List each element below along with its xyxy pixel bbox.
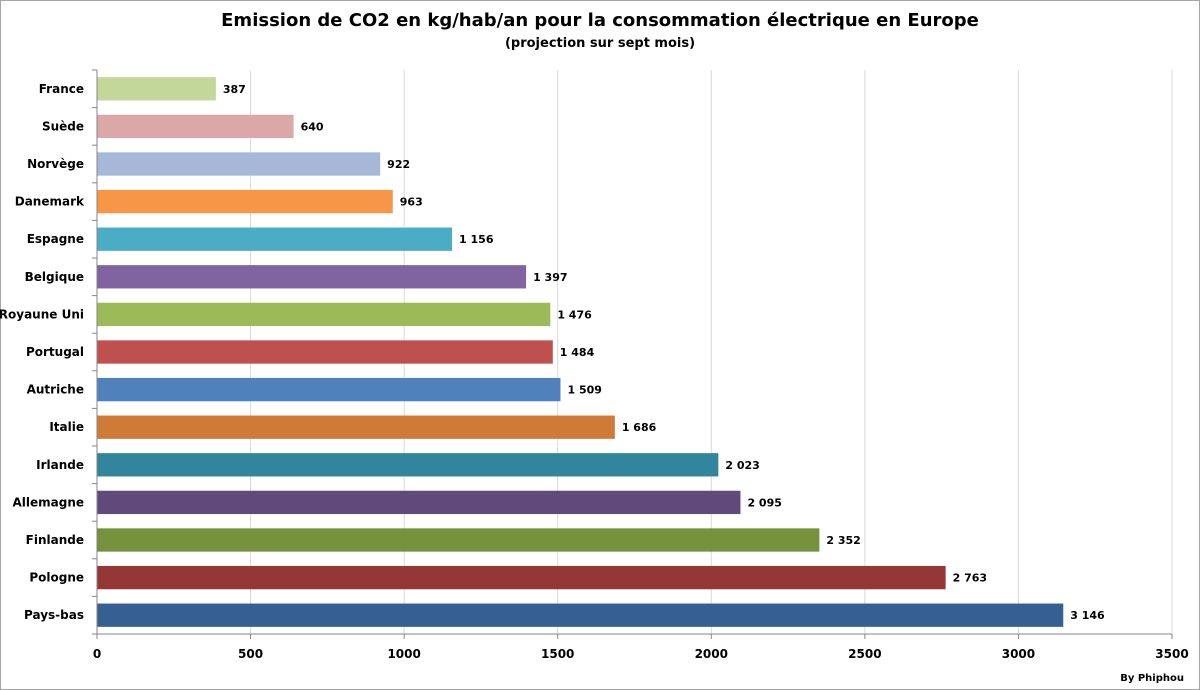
bar-2	[97, 152, 381, 176]
category-label-10: Irlande	[36, 458, 84, 472]
value-label-1: 640	[301, 120, 324, 133]
category-label-0: France	[39, 82, 84, 96]
bar-10	[97, 453, 719, 477]
bar-13	[97, 565, 946, 590]
x-tick-label-1: 500	[238, 647, 263, 661]
x-tick-label-6: 3000	[1002, 647, 1035, 661]
bar-3	[97, 189, 393, 214]
value-label-7: 1 484	[560, 346, 595, 359]
x-tick-label-0: 0	[93, 647, 101, 661]
category-label-6: Royaune Uni	[0, 307, 84, 321]
value-label-13: 2 763	[953, 572, 987, 585]
x-tick-label-7: 3500	[1155, 647, 1188, 661]
category-label-4: Espagne	[27, 232, 84, 246]
x-tick-label-5: 2500	[848, 647, 881, 661]
value-label-9: 1 686	[622, 421, 657, 434]
chart-title: Emission de CO2 en kg/hab/an pour la con…	[221, 10, 979, 31]
category-label-2: Norvège	[27, 157, 84, 171]
category-label-3: Danemark	[15, 195, 85, 209]
category-label-9: Italie	[49, 420, 84, 434]
category-label-13: Pologne	[29, 571, 84, 585]
value-label-14: 3 146	[1070, 609, 1105, 622]
bar-9	[97, 415, 615, 439]
x-tick-label-2: 1000	[387, 647, 420, 661]
x-tick-label-3: 1500	[541, 647, 574, 661]
bar-8	[97, 377, 561, 402]
value-label-12: 2 352	[826, 534, 860, 547]
category-label-8: Autriche	[27, 383, 84, 397]
category-label-12: Finlande	[26, 533, 84, 547]
credit-text: By Phiphou	[1120, 673, 1184, 684]
category-label-7: Portugal	[26, 345, 84, 359]
bar-12	[97, 528, 820, 552]
category-label-5: Belgique	[25, 270, 84, 284]
value-label-2: 922	[387, 158, 410, 171]
value-label-11: 2 095	[747, 496, 781, 509]
value-label-3: 963	[400, 196, 423, 209]
value-label-6: 1 476	[557, 308, 592, 321]
category-label-1: Suède	[42, 119, 84, 133]
category-label-14: Pays-bas	[24, 608, 84, 622]
chart-subtitle: (projection sur sept mois)	[504, 36, 696, 51]
value-label-10: 2 023	[725, 459, 759, 472]
bar-1	[97, 114, 294, 139]
bar-7	[97, 340, 553, 364]
bar-11	[97, 490, 741, 515]
bar-4	[97, 227, 453, 251]
bar-14	[97, 603, 1064, 627]
bar-6	[97, 302, 551, 327]
value-label-8: 1 509	[567, 384, 601, 397]
x-tick-label-4: 2000	[695, 647, 728, 661]
value-label-5: 1 397	[533, 271, 567, 284]
bar-5	[97, 265, 527, 289]
value-label-0: 387	[223, 83, 246, 96]
bar-0	[97, 77, 216, 101]
value-label-4: 1 156	[459, 233, 494, 246]
category-label-11: Allemagne	[12, 495, 84, 509]
